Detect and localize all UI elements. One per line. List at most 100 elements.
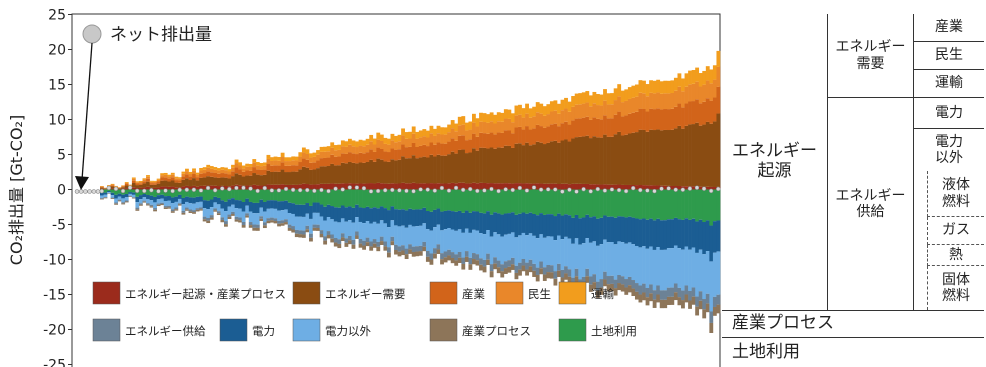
bar-segment-negative: [411, 246, 416, 252]
bar-segment-positive: [358, 162, 363, 184]
bar-segment-positive: [404, 158, 409, 184]
bar-segment-positive: [429, 125, 434, 134]
bar-segment-negative: [128, 193, 133, 196]
bar-segment-positive: [199, 185, 204, 190]
bar-segment-negative: [659, 220, 664, 250]
bar-segment-positive: [121, 186, 126, 188]
bar-segment-negative: [574, 214, 579, 239]
bar-segment-negative: [592, 274, 597, 283]
bar-segment-positive: [709, 186, 714, 190]
bar-segment-positive: [390, 140, 395, 149]
bar-segment-negative: [716, 294, 721, 305]
bar-segment-positive: [284, 165, 289, 173]
bar-segment-positive: [567, 124, 572, 142]
bar-segment-positive: [645, 84, 650, 97]
bar-segment-positive: [404, 132, 409, 139]
bar-segment-negative: [645, 297, 650, 306]
bar-segment-negative: [255, 202, 260, 214]
bar-segment-positive: [156, 181, 161, 184]
legend-swatch: [558, 281, 587, 305]
net-emission-point: [120, 188, 126, 194]
bar-segment-positive: [535, 124, 540, 142]
bar-segment-positive: [620, 90, 625, 103]
bar-segment-positive: [386, 144, 391, 153]
bar-segment-negative: [386, 247, 391, 253]
bar-segment-negative: [333, 242, 338, 247]
bar-segment-positive: [673, 128, 678, 187]
bar-segment-positive: [610, 184, 615, 190]
bar-segment-negative: [181, 212, 186, 215]
bar-segment-positive: [578, 136, 583, 184]
bar-segment-negative: [521, 232, 526, 259]
bar-segment-positive: [695, 122, 700, 187]
bar-segment-negative: [599, 279, 604, 288]
bar-segment-negative: [503, 234, 508, 262]
bar-segment-negative: [454, 230, 459, 255]
bar-segment-positive: [348, 161, 352, 184]
bar-segment-positive: [170, 180, 175, 187]
legend-swatch: [495, 281, 524, 305]
bar-segment-positive: [663, 80, 668, 94]
bar-segment-positive: [578, 104, 583, 119]
bar-segment-positive: [620, 135, 625, 185]
bar-segment-positive: [620, 184, 625, 190]
bar-segment-negative: [606, 284, 611, 292]
net-emission-point: [83, 189, 88, 194]
bar-segment-positive: [546, 104, 551, 115]
bar-segment-positive: [156, 179, 161, 182]
bar-segment-negative: [401, 245, 405, 251]
bar-segment-negative: [585, 268, 590, 277]
bar-segment-negative: [425, 256, 430, 262]
bar-segment-negative: [294, 204, 299, 217]
bar-segment-positive: [131, 178, 136, 181]
bar-segment-negative: [705, 220, 710, 252]
bar-segment-negative: [415, 209, 420, 227]
bar-segment-positive: [638, 108, 643, 130]
bar-segment-negative: [170, 209, 175, 212]
bar-segment-positive: [673, 106, 678, 129]
bar-segment-positive: [319, 183, 324, 190]
net-emission-point: [375, 188, 381, 194]
bar-segment-negative: [677, 248, 682, 288]
bar-segment-positive: [574, 137, 579, 184]
bar-segment-negative: [121, 203, 126, 205]
bar-segment-positive: [146, 178, 150, 182]
bar-segment-negative: [284, 219, 289, 223]
bar-segment-positive: [266, 158, 271, 165]
bar-segment-negative: [649, 189, 653, 219]
bar-segment-positive: [124, 182, 129, 183]
bar-segment-positive: [294, 184, 299, 190]
bar-segment-negative: [167, 205, 172, 208]
bar-segment-positive: [535, 141, 540, 184]
bar-segment-negative: [433, 227, 437, 249]
bar-segment-negative: [418, 225, 423, 246]
bar-segment-negative: [266, 208, 271, 219]
legend-label: エネルギー起源・産業プロセス: [125, 287, 286, 301]
bar-segment-positive: [659, 81, 664, 94]
bar-segment-positive: [549, 141, 554, 184]
bar-segment-negative: [199, 209, 204, 211]
bar-segment-negative: [606, 216, 611, 243]
bar-segment-negative: [270, 217, 274, 221]
bar-segment-negative: [525, 269, 529, 276]
bar-segment-negative: [390, 206, 395, 221]
bar-segment-negative: [716, 251, 721, 295]
bar-segment-negative: [705, 251, 710, 294]
bar-segment-positive: [521, 108, 526, 118]
bar-segment-positive: [507, 183, 512, 190]
bar-segment-positive: [192, 174, 196, 179]
bar-segment-positive: [436, 154, 441, 184]
bar-segment-negative: [567, 276, 572, 284]
net-emission-point: [191, 187, 197, 192]
bar-segment-negative: [716, 220, 721, 252]
bar-segment-positive: [362, 153, 367, 163]
bar-segment-positive: [199, 168, 204, 171]
bar-segment-positive: [110, 184, 115, 186]
bar-segment-negative: [316, 202, 320, 213]
bar-segment-negative: [192, 189, 196, 198]
bar-segment-positive: [649, 108, 653, 130]
bar-segment-positive: [386, 183, 391, 190]
bar-segment-negative: [390, 236, 395, 242]
net-emission-point: [701, 186, 707, 191]
bar-segment-negative: [617, 241, 622, 275]
